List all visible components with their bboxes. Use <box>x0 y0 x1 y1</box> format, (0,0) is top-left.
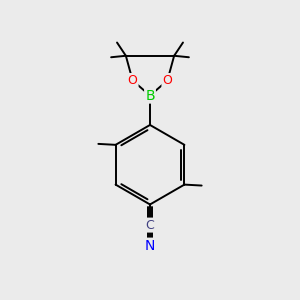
Text: B: B <box>145 88 155 103</box>
Text: O: O <box>162 74 172 87</box>
Text: N: N <box>145 239 155 253</box>
Text: O: O <box>128 74 138 87</box>
Text: C: C <box>146 219 154 232</box>
